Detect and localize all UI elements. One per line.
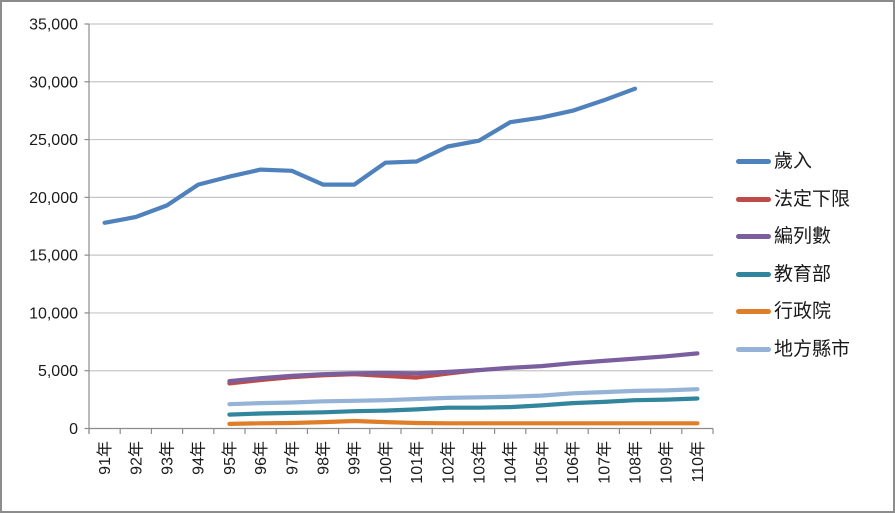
x-tick-label: 106年 (564, 441, 582, 484)
x-tick-label: 92年 (127, 441, 145, 475)
x-tick-label: 91年 (96, 441, 114, 475)
legend: 歲入法定下限編列數教育部行政院地方縣市 (736, 143, 850, 368)
legend-label: 教育部 (774, 263, 832, 285)
x-tick-label: 109年 (658, 441, 676, 484)
legend-item-2: 編列數 (736, 218, 850, 256)
legend-item-5: 地方縣市 (736, 331, 850, 369)
legend-label: 行政院 (774, 301, 832, 323)
legend-label: 法定下限 (774, 188, 851, 210)
legend-line-sample-icon (736, 196, 771, 202)
x-tick-label: 99年 (346, 441, 364, 475)
legend-label: 編列數 (774, 226, 832, 248)
legend-label: 地方縣市 (774, 338, 851, 360)
y-tick-label: 15,000 (29, 248, 78, 265)
x-tick-label: 101年 (408, 441, 426, 484)
legend-line-sample-icon (736, 271, 771, 277)
x-tick-label: 102年 (439, 441, 457, 484)
legend-line-sample-icon (736, 346, 771, 352)
legend-item-3: 教育部 (736, 256, 850, 294)
x-tick-label: 100年 (377, 441, 395, 484)
x-tick-label: 108年 (627, 441, 645, 484)
legend-line-sample-icon (736, 234, 771, 240)
x-tick-label: 103年 (471, 441, 489, 484)
series-line-5 (227, 387, 700, 407)
y-tick-label: 35,000 (29, 17, 78, 34)
x-tick-label: 104年 (502, 441, 520, 484)
series-line-2 (227, 351, 700, 384)
legend-item-0: 歲入 (736, 143, 850, 181)
x-tick-label: 96年 (252, 441, 270, 475)
x-tick-label: 98年 (315, 441, 333, 475)
y-tick-label: 30,000 (29, 74, 78, 91)
y-tick-label: 0 (69, 421, 78, 438)
x-tick-label: 94年 (190, 441, 208, 475)
series-line-3 (227, 396, 700, 417)
y-tick-label: 10,000 (29, 305, 78, 322)
legend-label: 歲入 (774, 151, 813, 173)
y-tick-label: 20,000 (29, 190, 78, 207)
x-tick-label: 93年 (159, 441, 177, 475)
x-tick-label: 107年 (595, 441, 613, 484)
y-tick-label: 5,000 (38, 363, 78, 380)
legend-item-4: 行政院 (736, 293, 850, 331)
series-line-4 (227, 418, 700, 426)
x-tick-label: 105年 (533, 441, 551, 484)
legend-line-sample-icon (736, 159, 771, 165)
series-line-0 (102, 86, 638, 225)
x-tick-label: 97年 (283, 441, 301, 475)
x-tick-label: 95年 (221, 441, 239, 475)
x-tick-label: 110年 (689, 441, 707, 483)
legend-item-1: 法定下限 (736, 181, 850, 219)
legend-line-sample-icon (736, 309, 771, 315)
y-tick-label: 25,000 (29, 132, 78, 149)
